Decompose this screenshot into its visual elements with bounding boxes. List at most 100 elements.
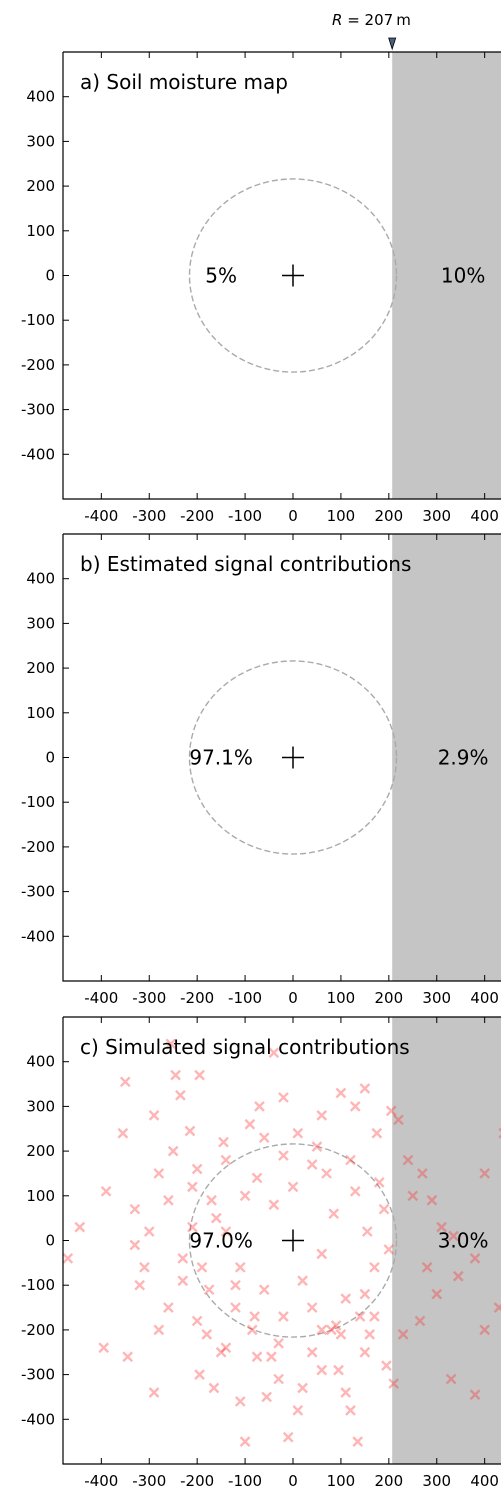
- scatter-point: [364, 1329, 376, 1340]
- scatter-point: [378, 1203, 390, 1215]
- outer-region-label: 2.9%: [438, 746, 489, 770]
- scatter-point: [352, 1436, 364, 1447]
- scatter-point: [335, 1329, 347, 1340]
- scatter-point: [407, 1190, 419, 1202]
- scatter-point: [119, 1076, 131, 1088]
- x-tick-label: -100: [228, 507, 262, 525]
- scatter-point: [170, 1069, 181, 1081]
- scatter-point: [210, 1212, 222, 1224]
- r-marker: R = 207 m: [332, 11, 411, 51]
- scatter-point: [431, 1288, 443, 1300]
- y-tick-label: 0: [45, 267, 55, 285]
- scatter-point: [249, 1311, 261, 1322]
- footprint-circle: [188, 660, 398, 855]
- x-tick-label: -200: [180, 989, 214, 1007]
- scatter-point: [316, 1109, 328, 1121]
- x-tick-label: -100: [228, 1472, 262, 1488]
- scatter-point: [239, 1436, 251, 1447]
- x-tick-label: 0: [288, 989, 298, 1007]
- y-tick-label: 200: [26, 1142, 55, 1160]
- scatter-point: [354, 1311, 366, 1322]
- scatter-point: [479, 1168, 491, 1179]
- y-tick-label: -100: [21, 793, 55, 811]
- y-tick-label: 400: [26, 88, 55, 106]
- scatter-point: [254, 1101, 265, 1112]
- shaded-region: [392, 534, 501, 981]
- y-tick-label: -300: [21, 883, 55, 901]
- scatter-point: [328, 1208, 340, 1220]
- y-tick-label: 100: [26, 704, 55, 722]
- y-tick-label: 0: [45, 1232, 55, 1250]
- scatter-point: [448, 1230, 459, 1242]
- plot-area: [63, 1017, 501, 1464]
- scatter-point: [148, 1109, 160, 1121]
- r-marker-value: 207: [365, 11, 394, 29]
- x-tick-label: -300: [132, 507, 166, 525]
- scatter-point: [220, 1342, 232, 1354]
- panel-title: c) Simulated signal contributions: [80, 1035, 410, 1059]
- scatter-point: [122, 1351, 134, 1363]
- x-tick-label: -300: [132, 989, 166, 1007]
- panel-a: 5% 10% a) Soil moisture map -400 -300 -200 -10…: [21, 51, 501, 525]
- scatter-point: [153, 1168, 165, 1179]
- scatter-point: [261, 1391, 272, 1403]
- scatter-point: [316, 1324, 328, 1336]
- x-tick-label: 0: [288, 1472, 298, 1488]
- scatter-point: [414, 1315, 426, 1327]
- scatter-point: [117, 1127, 129, 1139]
- scatter-point: [251, 1351, 263, 1363]
- scatter-point: [421, 1261, 433, 1273]
- scatter-point: [206, 1194, 217, 1206]
- scatter-point: [273, 1337, 284, 1349]
- scatter-point: [220, 1154, 232, 1166]
- scatter-point: [325, 1324, 337, 1336]
- scatter-point: [244, 1118, 256, 1130]
- scatter-point: [292, 1127, 304, 1139]
- scatter-point: [153, 1324, 165, 1336]
- scatter-point: [369, 1261, 380, 1273]
- r-marker-equals: =: [342, 11, 364, 29]
- scatter-point: [373, 1177, 385, 1188]
- center-cross-icon: [282, 746, 304, 769]
- x-tick-label: -400: [84, 1472, 118, 1488]
- scatter-point: [208, 1382, 220, 1394]
- scatter-point: [393, 1114, 404, 1126]
- scatter-point: [371, 1127, 383, 1139]
- scatter-point: [268, 1047, 280, 1059]
- scatter-point: [340, 1293, 352, 1304]
- y-tick-label: 400: [26, 1053, 55, 1071]
- y-tick-label: 100: [26, 222, 55, 240]
- scatter-point: [340, 1387, 352, 1398]
- x-tick-label: -200: [180, 1472, 214, 1488]
- scatter-point: [452, 1270, 464, 1282]
- y-tick-label: -300: [21, 1366, 55, 1384]
- scatter-point: [385, 1105, 397, 1117]
- y-tick-label: 100: [26, 1187, 55, 1205]
- y-tick-label: 200: [26, 659, 55, 677]
- y-tick-label: -400: [21, 445, 55, 463]
- scatter-point: [306, 1159, 318, 1170]
- scatter-point: [349, 1101, 361, 1112]
- x-tick-label: 400: [470, 1472, 499, 1488]
- scatter-point: [469, 1253, 481, 1264]
- scatter-point: [143, 1226, 155, 1237]
- scatter-point: [335, 1087, 347, 1099]
- scatter-point: [402, 1154, 414, 1166]
- panel-c: 97.0% 3.0% c) Simulated signal contributio…: [21, 1016, 501, 1488]
- scatter-point: [306, 1302, 318, 1313]
- scatter-point: [187, 1221, 198, 1233]
- y-tick-label: 300: [26, 132, 55, 150]
- scatter-point: [163, 1302, 174, 1313]
- scatter-point: [426, 1194, 438, 1206]
- y-tick-label: -300: [21, 401, 55, 419]
- scatter-point: [359, 1346, 371, 1358]
- scatter-point: [397, 1329, 409, 1340]
- scatter-point: [345, 1154, 356, 1166]
- y-tick-label: 300: [26, 614, 55, 632]
- panel-b: 97.1% 2.9% b) Estimated signal contributio…: [21, 533, 501, 1007]
- y-tick-label: -200: [21, 356, 55, 374]
- scatter-point: [251, 1172, 263, 1184]
- x-tick-label: 100: [327, 1472, 356, 1488]
- x-tick-label: -400: [84, 507, 118, 525]
